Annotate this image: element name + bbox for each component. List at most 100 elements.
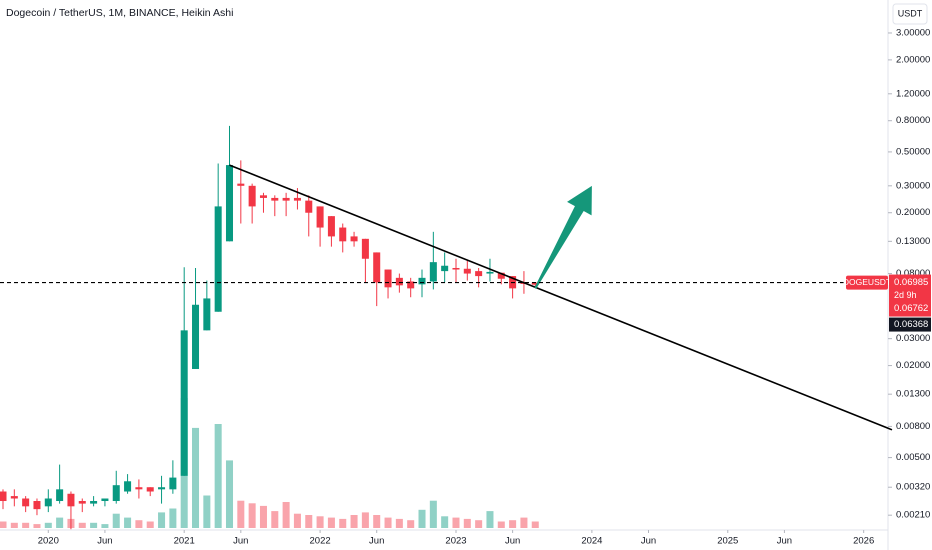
volume-bar	[452, 517, 460, 528]
volume-bar	[90, 522, 98, 528]
volume-bar	[0, 521, 7, 528]
volume-bar	[373, 515, 381, 528]
x-tick-label: 2023	[445, 536, 466, 547]
trend-line	[229, 164, 893, 431]
price-label: 0.06368	[894, 319, 928, 330]
candle-body	[169, 477, 177, 490]
candle-body	[271, 197, 279, 201]
y-tick-label: 0.08000	[896, 268, 930, 279]
candle-body	[497, 272, 505, 279]
candle-body	[124, 481, 132, 492]
y-tick-label: 2.00000	[896, 54, 930, 65]
volume-bar	[429, 500, 437, 528]
symbol-box	[846, 275, 888, 290]
candle-body	[384, 269, 392, 288]
volume-bar	[259, 505, 267, 528]
series-group	[0, 125, 539, 530]
volume-bar	[520, 517, 528, 528]
candle-body	[33, 501, 41, 510]
y-tick-label: 0.13000	[896, 236, 930, 247]
x-tick-label: Jun	[505, 536, 520, 547]
x-tick-label: 2022	[310, 536, 331, 547]
volume-bar	[509, 520, 517, 528]
y-tick-label: 0.00210	[896, 510, 930, 521]
candle-body	[531, 282, 539, 285]
candle-body	[237, 183, 245, 186]
candle-body	[225, 165, 234, 242]
volume-bar	[225, 460, 234, 528]
volume-bar	[316, 516, 324, 528]
candle-body	[429, 262, 437, 282]
candle-body	[282, 197, 290, 201]
volume-bar	[486, 511, 494, 528]
candle-body	[418, 277, 426, 285]
x-tick-label: 2021	[174, 536, 195, 547]
candle-body	[10, 496, 18, 499]
candle-body	[293, 197, 301, 201]
candle-body	[112, 485, 120, 502]
y-tick-label: 0.00500	[896, 452, 930, 463]
volume-bar	[384, 517, 392, 528]
volume-bar	[531, 521, 539, 528]
candle-body	[44, 498, 52, 507]
candle-body	[407, 281, 415, 289]
candle-body	[135, 487, 143, 490]
x-tick-label: 2020	[38, 536, 59, 547]
candle-body	[78, 501, 86, 504]
candle-body	[475, 271, 483, 277]
countdown-label: 2d 9h	[894, 290, 917, 300]
candle-body	[339, 227, 347, 242]
currency-button[interactable]	[892, 3, 928, 25]
volume-bar	[407, 520, 415, 528]
volume-bar	[135, 520, 143, 528]
volume-bar	[282, 502, 290, 528]
y-tick-label: 0.80000	[896, 115, 930, 126]
volume-bar	[146, 521, 154, 528]
candle-body	[146, 487, 154, 492]
volume-bar	[44, 522, 52, 528]
volume-bar	[124, 517, 132, 528]
volume-bar	[112, 513, 120, 528]
volume-bar	[475, 520, 483, 528]
volume-bar	[463, 518, 471, 528]
x-tick-label: Jun	[369, 536, 384, 547]
candle-body	[395, 277, 403, 286]
volume-bar	[361, 512, 369, 528]
price-label: 0.06985	[894, 277, 928, 288]
candle-body	[361, 238, 369, 259]
candle-body	[350, 236, 358, 242]
volume-bar	[350, 515, 358, 528]
volume-bar	[56, 517, 64, 528]
candle-body	[180, 330, 188, 476]
volume-bar	[395, 518, 403, 528]
currency-label[interactable]: USDT	[898, 8, 923, 18]
y-tick-label: 0.01300	[896, 389, 930, 400]
y-tick-label: 0.30000	[896, 180, 930, 191]
candle-body	[22, 498, 30, 507]
volume-bar	[10, 522, 18, 528]
candle-body	[452, 267, 460, 270]
candle-body	[67, 493, 75, 507]
volume-bar	[237, 500, 245, 528]
volume-bar	[158, 512, 166, 528]
candle-body	[158, 487, 166, 490]
volume-bar	[418, 509, 426, 528]
candle-body	[0, 491, 7, 502]
volume-bar	[293, 513, 301, 528]
price-label: 0.06762	[894, 303, 928, 314]
volume-bar	[33, 524, 41, 528]
candle-body	[56, 489, 64, 502]
x-tick-label: 2025	[717, 536, 738, 547]
volume-bar	[441, 516, 449, 528]
volume-bar	[214, 424, 222, 528]
y-tick-label: 0.03000	[896, 333, 930, 344]
y-tick-label: 1.20000	[896, 88, 930, 99]
candle-body	[316, 206, 324, 228]
candle-body	[214, 206, 222, 312]
y-tick-label: 3.00000	[896, 27, 930, 38]
price-box-dark	[889, 317, 931, 332]
candle-body	[327, 216, 335, 237]
volume-bar	[22, 522, 30, 528]
volume-bar	[101, 524, 109, 528]
